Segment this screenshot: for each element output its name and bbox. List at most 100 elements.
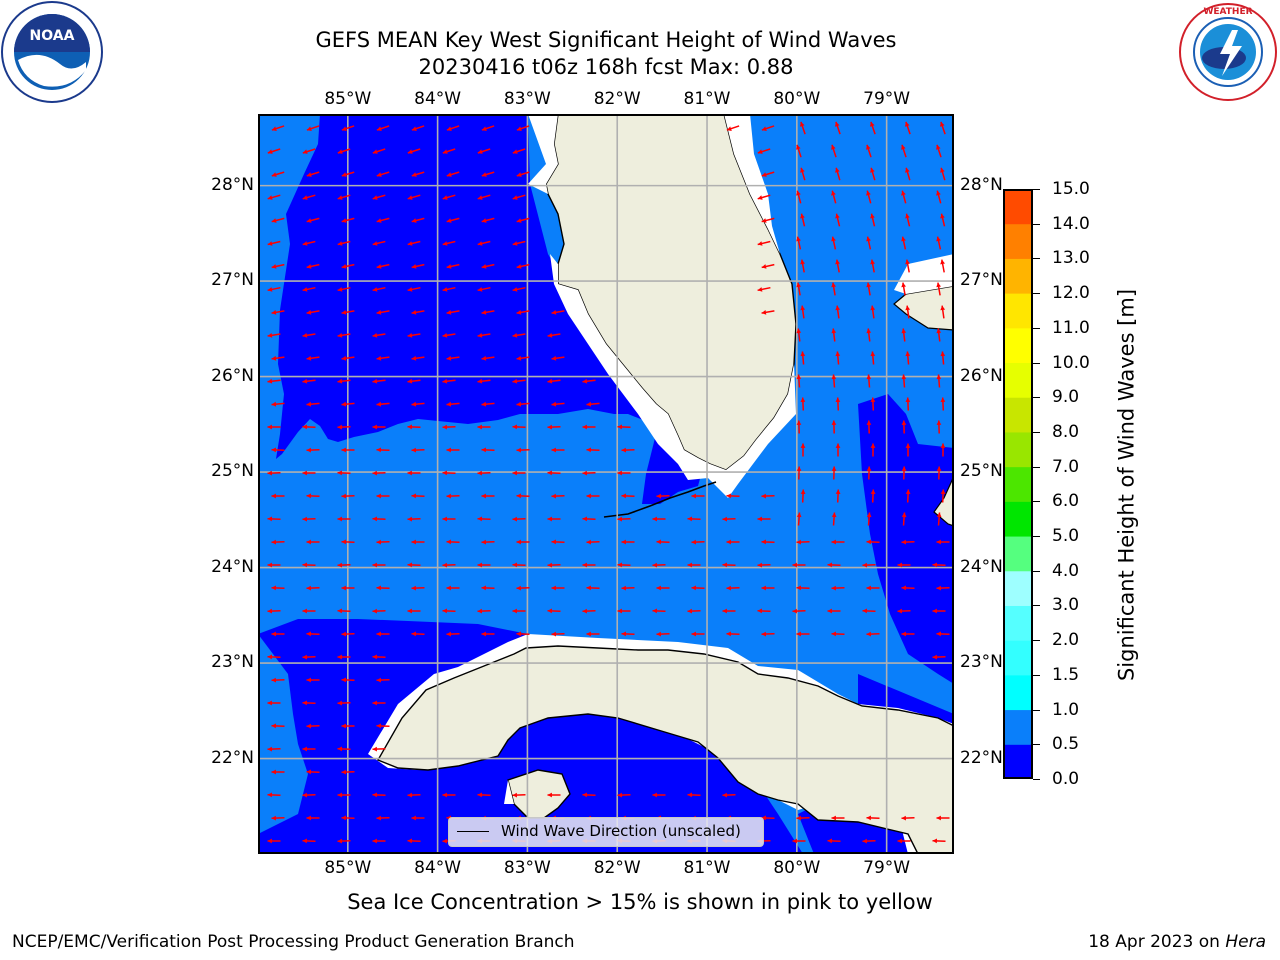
wave-arrow-head-128 [267,333,273,338]
wave-arrow-head-173 [341,401,347,407]
wave-arrow-head-86 [306,264,312,269]
wave-arrow-head-276 [341,539,346,545]
wave-arrow-head-162 [477,378,483,384]
wave-arrow-head-89 [411,264,417,269]
wave-arrow-head-437 [442,838,447,844]
wave-arrow-head-83 [901,236,906,242]
wave-arrow-head-64 [516,218,522,223]
wave-arrow-head-270 [831,512,837,518]
wave-arrow-head-409 [652,792,657,798]
wave-arrow-head-165 [582,378,588,384]
wave-arrow-head-389 [341,723,346,729]
wave-arrow-head-16 [302,149,308,154]
wave-arrow-head-347 [722,608,727,614]
wave-arrow-head-249 [800,489,806,494]
wave-arrow-head-13 [905,121,910,127]
wave-arrow-head-110 [866,282,871,288]
wave-arrow-head-372 [901,631,906,637]
wave-arrow-head-178 [516,401,522,407]
wave-arrow-head-323 [586,585,591,591]
wave-arrow-head-413 [306,815,311,821]
wave-arrow-head-32 [376,172,382,177]
wave-arrow-head-136 [547,333,553,338]
wave-arrow-head-214 [835,443,841,448]
wave-arrow-head-196 [617,424,622,430]
lon-tick-top: 81°W [683,89,731,109]
wave-arrow-head-390 [376,723,381,729]
wave-arrow-head-222 [407,470,412,476]
wave-arrow-head-376 [337,654,342,660]
wave-arrow-head-392 [302,746,307,752]
wave-arrow-head-206 [411,447,416,453]
wave-arrow-head-405 [512,792,517,798]
wave-arrow-head-202 [271,447,276,453]
wave-arrow-head-215 [870,443,876,448]
wave-arrow-head-132 [407,333,413,338]
svg-text:WEATHER: WEATHER [1203,7,1252,17]
wave-arrow-head-82 [866,236,871,242]
colorbar-tick-mark [1033,501,1040,503]
wave-arrow-head-335 [302,608,307,614]
colorbar-tick-mark [1033,709,1040,711]
wave-arrow-head-279 [446,539,451,545]
wave-arrow-head-180 [586,401,592,407]
colorbar-tick-label: 11.0 [1052,317,1090,338]
wave-arrow-head-121 [551,310,557,315]
wave-arrow-head-285 [656,539,661,545]
wave-arrow-head-218 [267,470,272,476]
wave-arrow-head-10 [800,121,805,127]
wave-arrow-head-370 [831,631,836,637]
wave-arrow-head-160 [407,378,413,384]
wave-arrow-head-282 [551,539,556,545]
wave-arrow-head-235 [306,493,311,499]
wave-arrow-head-38 [800,167,805,173]
wave-arrow-head-68 [870,213,875,219]
wave-arrow-head-287 [726,539,731,545]
wave-arrow-head-314 [271,585,276,591]
wave-arrow-head-175 [411,401,417,407]
wave-arrow-head-256 [337,516,342,522]
wave-arrow-head-203 [306,447,311,453]
wave-arrow-head-44 [302,195,308,200]
wave-arrow-head-318 [411,585,416,591]
wave-arrow-head-286 [691,539,696,545]
lon-tick-top: 84°W [414,89,462,109]
wave-arrow-head-29 [271,172,277,177]
wave-arrow-head-394 [372,746,377,752]
wave-arrow-head-70 [940,213,945,219]
wave-arrow-head-313 [932,562,937,568]
wave-arrow-head-145 [376,355,382,361]
chart-subtitle: 20230416 t06z 168h fcst Max: 0.88 [418,55,794,79]
wave-arrow-head-1 [306,126,312,131]
wave-arrow-head-8 [726,126,732,131]
wave-arrow-head-393 [337,746,342,752]
wave-arrow-head-448 [827,838,832,844]
wave-arrow-head-2 [341,126,347,131]
wave-arrow-head-297 [372,562,377,568]
wave-arrow-head-56 [936,190,941,196]
lat-tick-left: 26°N [211,365,254,386]
wave-arrow-head-158 [337,378,343,384]
colorbar-tick-mark [1033,674,1040,676]
wave-arrow-head-349 [792,608,797,614]
wave-arrow-head-225 [512,470,517,476]
wave-arrow-head-168 [866,374,872,380]
wave-arrow-head-119 [481,310,487,315]
wave-arrow-head-43 [267,195,273,200]
lat-tick-right: 27°N [960,270,1003,291]
wave-arrow-head-430 [901,815,906,821]
colorbar-segment-1 [1003,709,1033,745]
colorbar-tick-mark [1033,258,1040,260]
colorbar-tick-mark [1033,362,1040,364]
colorbar-segment-8 [1003,466,1033,502]
chart-title: GEFS MEAN Key West Significant Height of… [315,28,897,52]
colorbar-segment-14 [1003,258,1033,294]
wave-arrow-head-304 [617,562,622,568]
wave-arrow-head-195 [582,424,587,430]
footer-date: 18 Apr 2023 on Hera [1088,932,1266,952]
wave-arrow-head-320 [481,585,486,591]
wave-arrow-head-26 [866,144,871,150]
wave-arrow-head-257 [372,516,377,522]
wave-arrow-head-97 [905,259,910,265]
wave-arrow-head-450 [897,838,902,844]
